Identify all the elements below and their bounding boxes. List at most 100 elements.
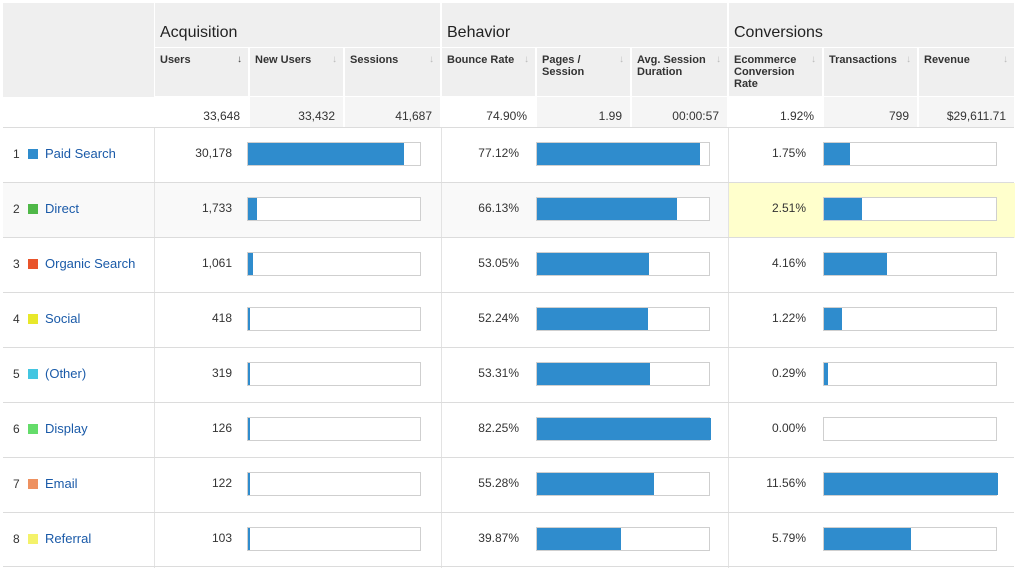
- bounce-rate-bar: [536, 417, 711, 441]
- ecom-rate-bar: [823, 142, 997, 166]
- bounce-rate-bar: [536, 362, 710, 386]
- column-divider: [728, 513, 729, 568]
- ecom-rate-bar: [823, 252, 997, 276]
- row-number: 4: [13, 312, 20, 326]
- users-value: 1,733: [201, 201, 232, 215]
- column-divider: [154, 403, 155, 458]
- total-transactions: 799: [824, 97, 917, 127]
- users-bar: [247, 252, 421, 276]
- table-row: 1 Paid Search 30,178 77.12% 1.75%: [3, 127, 1014, 183]
- col-new-users-label: New Users: [255, 54, 312, 66]
- users-value: 1,061: [201, 256, 232, 270]
- bounce-rate-value: 52.24%: [478, 311, 519, 325]
- users-value: 319: [211, 366, 232, 380]
- column-divider: [154, 293, 155, 348]
- column-divider: [154, 513, 155, 568]
- bounce-rate-bar-fill: [537, 253, 650, 275]
- col-avg-duration[interactable]: Avg. Session Duration ↓: [632, 48, 727, 96]
- sort-down-icon[interactable]: ↓: [524, 54, 529, 65]
- col-users-label: Users: [160, 54, 191, 66]
- ecom-rate-bar-fill: [824, 143, 851, 165]
- channel-link[interactable]: Social: [45, 311, 81, 326]
- sort-down-icon[interactable]: ↓: [1003, 54, 1008, 65]
- table-row: 4 Social 418 52.24% 1.22%: [3, 292, 1014, 348]
- legend-swatch-icon: [28, 479, 38, 489]
- sort-down-icon[interactable]: ↓: [811, 54, 816, 65]
- col-users[interactable]: Users ↓: [155, 48, 248, 96]
- ecom-rate-bar-fill: [824, 528, 912, 550]
- channel-link[interactable]: (Other): [45, 366, 87, 381]
- ecom-rate-bar-fill: [824, 253, 887, 275]
- col-transactions[interactable]: Transactions ↓: [824, 48, 917, 96]
- col-bounce-rate-label: Bounce Rate: [447, 54, 515, 66]
- users-bar: [247, 197, 421, 221]
- bounce-rate-bar: [536, 197, 710, 221]
- channel-link[interactable]: Paid Search: [45, 146, 116, 161]
- legend-swatch-icon: [28, 259, 38, 269]
- bounce-rate-value: 77.12%: [478, 146, 519, 160]
- ecom-rate-bar: [823, 362, 997, 386]
- bounce-rate-bar: [536, 527, 710, 551]
- ecom-rate-bar: [823, 197, 997, 221]
- row-number: 1: [13, 147, 20, 161]
- column-divider: [154, 128, 155, 183]
- col-bounce-rate[interactable]: Bounce Rate ↓: [442, 48, 535, 96]
- bounce-rate-value: 55.28%: [478, 476, 519, 490]
- group-conversions-label: Conversions: [734, 24, 823, 41]
- col-sessions[interactable]: Sessions ↓: [345, 48, 440, 96]
- legend-swatch-icon: [28, 314, 38, 324]
- col-revenue[interactable]: Revenue ↓: [919, 48, 1014, 96]
- col-new-users[interactable]: New Users ↓: [250, 48, 343, 96]
- legend-swatch-icon: [28, 534, 38, 544]
- users-value: 418: [211, 311, 232, 325]
- sort-down-icon[interactable]: ↓: [429, 54, 434, 65]
- users-bar-fill: [248, 473, 250, 495]
- group-behavior: Behavior: [442, 3, 727, 47]
- sort-down-icon[interactable]: ↓: [332, 54, 337, 65]
- ecom-rate-bar: [823, 472, 998, 496]
- column-divider: [728, 183, 729, 238]
- total-avg-duration: 00:00:57: [632, 97, 727, 127]
- col-pages-session-label: Pages / Session: [542, 54, 585, 78]
- users-bar: [247, 142, 421, 166]
- column-divider: [441, 238, 442, 293]
- col-ecom-rate[interactable]: Ecommerce Conversion Rate ↓: [729, 48, 822, 96]
- column-divider: [728, 458, 729, 513]
- bounce-rate-bar: [536, 252, 710, 276]
- column-divider: [441, 293, 442, 348]
- total-users: 33,648: [203, 109, 240, 123]
- ecom-rate-bar-fill: [824, 473, 998, 495]
- table-row: 8 Referral 103 39.87% 5.79%: [3, 512, 1014, 568]
- channel-link[interactable]: Organic Search: [45, 256, 136, 271]
- column-divider: [441, 403, 442, 458]
- col-pages-session[interactable]: Pages / Session ↓: [537, 48, 630, 96]
- bounce-rate-bar-fill: [537, 528, 622, 550]
- col-avg-duration-label: Avg. Session Duration: [637, 54, 706, 78]
- sort-down-icon[interactable]: ↓: [906, 54, 911, 65]
- bounce-rate-bar: [536, 142, 710, 166]
- group-acquisition-label: Acquisition: [160, 24, 238, 41]
- column-divider: [154, 183, 155, 238]
- row-number: 2: [13, 202, 20, 216]
- column-divider: [154, 348, 155, 403]
- ecom-rate-value: 1.75%: [771, 146, 806, 160]
- users-bar-fill: [248, 418, 250, 440]
- channel-link[interactable]: Display: [45, 421, 88, 436]
- ecom-rate-bar: [823, 527, 997, 551]
- legend-swatch-icon: [28, 149, 38, 159]
- sort-down-icon[interactable]: ↓: [716, 54, 721, 65]
- bounce-rate-value: 39.87%: [478, 531, 519, 545]
- channel-link[interactable]: Referral: [45, 531, 92, 546]
- ecom-rate-value: 0.29%: [771, 366, 806, 380]
- sort-down-icon[interactable]: ↓: [237, 54, 242, 65]
- table-row: 3 Organic Search 1,061 53.05% 4.16%: [3, 237, 1014, 293]
- sort-down-icon[interactable]: ↓: [619, 54, 624, 65]
- bounce-rate-bar-fill: [537, 143, 701, 165]
- column-divider: [154, 238, 155, 293]
- channel-link[interactable]: Direct: [45, 201, 79, 216]
- col-ecom-rate-label: Ecommerce Conversion Rate: [734, 54, 797, 90]
- users-bar-fill: [248, 253, 254, 275]
- users-value: 103: [211, 531, 232, 545]
- channel-link[interactable]: Email: [45, 476, 78, 491]
